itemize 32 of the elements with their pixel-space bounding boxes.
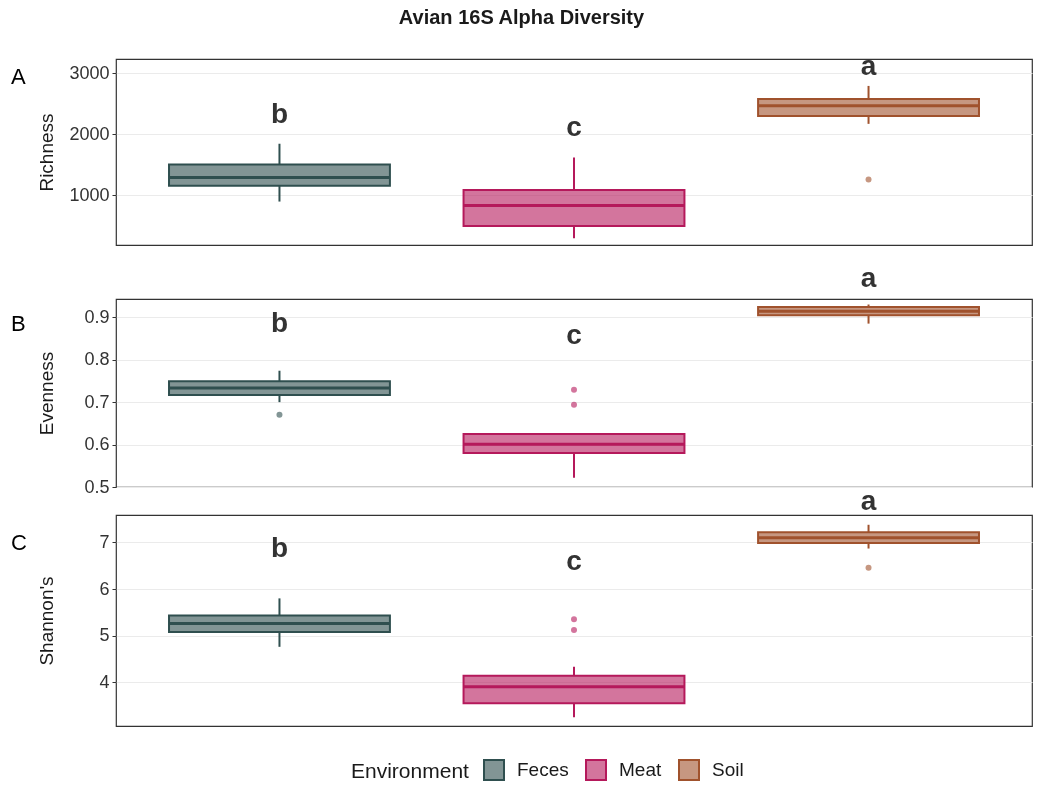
annotation: b xyxy=(270,307,289,338)
y-axis-title: Richness xyxy=(35,113,57,192)
annotation: c xyxy=(566,319,582,350)
text: a xyxy=(860,262,877,293)
y-axis-title: Shannon's xyxy=(35,576,57,666)
legend-label: Feces xyxy=(517,759,569,780)
legend-title: Environment xyxy=(351,759,470,782)
y-axis-title: Evenness xyxy=(35,351,57,436)
text: A xyxy=(11,64,26,89)
chart-title: Avian 16S Alpha Diversity xyxy=(398,6,646,29)
annotation: a xyxy=(860,485,877,516)
legend-label: Meat xyxy=(619,759,662,780)
y-tick-label: 0.7 xyxy=(84,391,110,412)
annotation: c xyxy=(566,545,582,576)
y-tick-label: 3000 xyxy=(69,62,110,83)
y-tick-label: 5 xyxy=(99,625,110,646)
y-tick-label: 6 xyxy=(99,578,110,599)
y-tick-label: 0.8 xyxy=(84,349,110,370)
annotation: b xyxy=(270,532,289,563)
y-tick-label: 0.6 xyxy=(84,434,110,455)
y-tick-label: 7 xyxy=(99,531,110,552)
y-tick-label: 1000 xyxy=(69,184,110,205)
legend-label: Soil xyxy=(712,759,744,780)
text: C xyxy=(11,530,27,555)
text: B xyxy=(11,311,26,336)
y-tick-label: 4 xyxy=(99,671,110,692)
annotation: a xyxy=(860,50,877,81)
y-tick-label: 0.5 xyxy=(84,476,110,497)
annotation: c xyxy=(566,111,582,142)
annotation: b xyxy=(270,98,289,129)
y-tick-label: 2000 xyxy=(69,123,110,144)
y-tick-label: 0.9 xyxy=(84,306,110,327)
